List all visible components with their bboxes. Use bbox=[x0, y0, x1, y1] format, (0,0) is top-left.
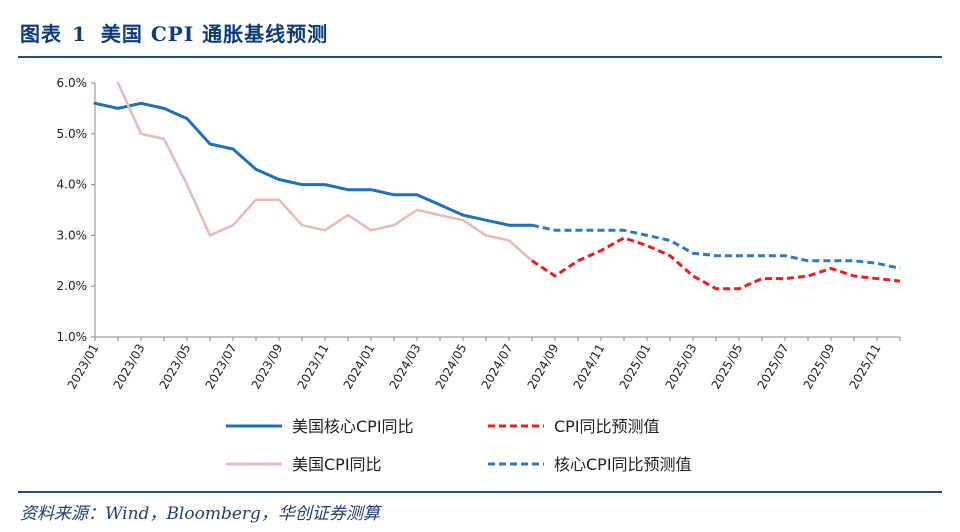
title-divider bbox=[18, 56, 942, 58]
x-tick-label: 2024/03 bbox=[387, 342, 424, 392]
x-tick-label: 2023/01 bbox=[65, 342, 102, 392]
x-tick-label: 2024/09 bbox=[525, 342, 562, 392]
source-note: 资料来源：Wind，Bloomberg，华创证券测算 bbox=[20, 504, 380, 524]
x-tick-label: 2024/01 bbox=[341, 342, 378, 392]
x-tick-label: 2025/07 bbox=[755, 342, 792, 392]
legend-label-1: 美国核心CPI同比 bbox=[292, 417, 414, 436]
legend-label-4: 核心CPI同比预测值 bbox=[554, 455, 692, 474]
x-tick-label: 2025/01 bbox=[617, 342, 654, 392]
x-tick-label: 2025/09 bbox=[801, 342, 838, 392]
y-tick-label: 4.0% bbox=[57, 178, 88, 192]
x-tick-label: 2023/11 bbox=[295, 342, 332, 392]
x-tick-label: 2024/11 bbox=[571, 342, 608, 392]
x-tick-label: 2024/05 bbox=[433, 342, 470, 392]
source-divider bbox=[18, 491, 942, 493]
x-tick-label: 2023/05 bbox=[157, 342, 194, 392]
x-tick-label: 2023/09 bbox=[249, 342, 286, 392]
legend-label-3: CPI同比预测值 bbox=[554, 417, 660, 436]
y-tick-label: 5.0% bbox=[57, 127, 88, 141]
series-line-3 bbox=[531, 236, 901, 291]
y-tick-label: 6.0% bbox=[57, 76, 88, 90]
y-tick-label: 2.0% bbox=[57, 279, 88, 293]
y-tick-label: 1.0% bbox=[57, 330, 88, 344]
x-tick-label: 2024/07 bbox=[479, 342, 516, 392]
figure-title: 图表 1 美国 CPI 通胀基线预测 bbox=[20, 18, 328, 47]
cpi-line-chart: 1.0%2.0%3.0%4.0%5.0%6.0%2023/01 2023/03 20… bbox=[57, 76, 901, 474]
x-tick-label: 2023/03 bbox=[111, 342, 148, 392]
x-tick-label: 2025/05 bbox=[709, 342, 746, 392]
y-tick-label: 3.0% bbox=[57, 228, 88, 242]
figure-number: 1 bbox=[72, 22, 87, 46]
chart-axes: 1.0%2.0%3.0%4.0%5.0%6.0%2023/01 2023/03 20… bbox=[57, 76, 901, 392]
x-tick-label: 2023/07 bbox=[203, 342, 240, 392]
figure-label: 图表 bbox=[20, 22, 62, 46]
figure-title-text: 美国 CPI 通胀基线预测 bbox=[100, 22, 329, 46]
series-line-2 bbox=[116, 81, 534, 263]
x-tick-label: 2025/11 bbox=[847, 342, 884, 392]
series-line-1 bbox=[93, 101, 534, 227]
x-tick-label: 2025/03 bbox=[663, 342, 700, 392]
series-line-4 bbox=[531, 223, 901, 270]
chart-series bbox=[93, 81, 901, 291]
legend-label-2: 美国CPI同比 bbox=[292, 455, 382, 474]
